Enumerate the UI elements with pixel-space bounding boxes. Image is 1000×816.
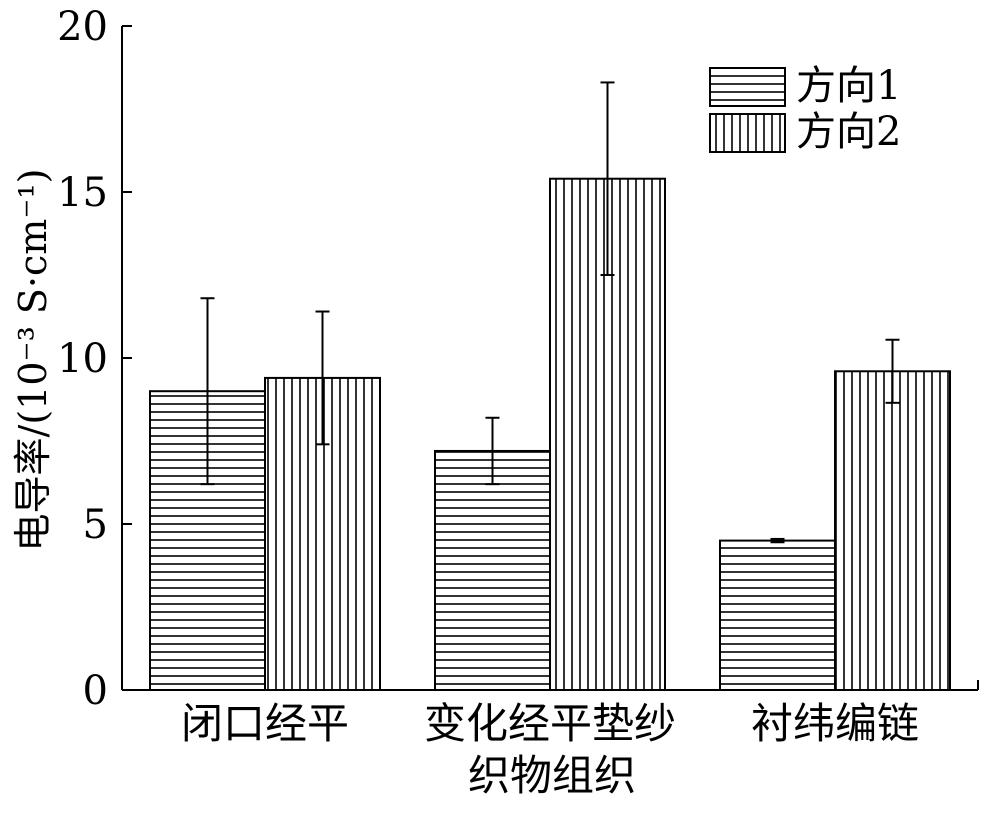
error-bar [770,537,785,544]
y-ticks: 0 5 10 15 20 [57,4,132,714]
error-bar [600,81,615,276]
y-tick-label: 0 [83,668,108,714]
y-tick-label: 15 [57,170,108,216]
y-axis-label: 电导率/(10⁻³ S·cm⁻¹) [11,169,55,552]
x-tick-label: 衬纬编链 [751,699,919,748]
error-bar [315,310,330,446]
error-bar [885,338,900,404]
y-tick-label: 5 [83,502,108,548]
bar-1-2 [434,449,551,691]
x-axis-label: 织物组织 [468,751,636,800]
y-tick-label: 20 [57,4,108,50]
bar-2-3 [834,370,951,691]
error-bar [485,416,500,486]
x-tick-label: 变化经平垫纱 [424,699,676,748]
x-tick-labels: 闭口经平 变化经平垫纱 衬纬编链 [181,699,919,748]
bar-1-3 [719,539,836,691]
legend-item: 方向2 [709,109,901,155]
error-bar [200,297,215,486]
legend-swatch [709,67,786,107]
legend-item: 方向1 [709,63,901,109]
error-bars [200,81,900,544]
legend-swatch [709,113,786,153]
y-tick-label: 10 [57,336,108,382]
bars [149,177,951,691]
x-tick-label: 闭口经平 [181,699,349,748]
legend-label: 方向2 [796,109,901,155]
legend-label: 方向1 [796,63,901,109]
